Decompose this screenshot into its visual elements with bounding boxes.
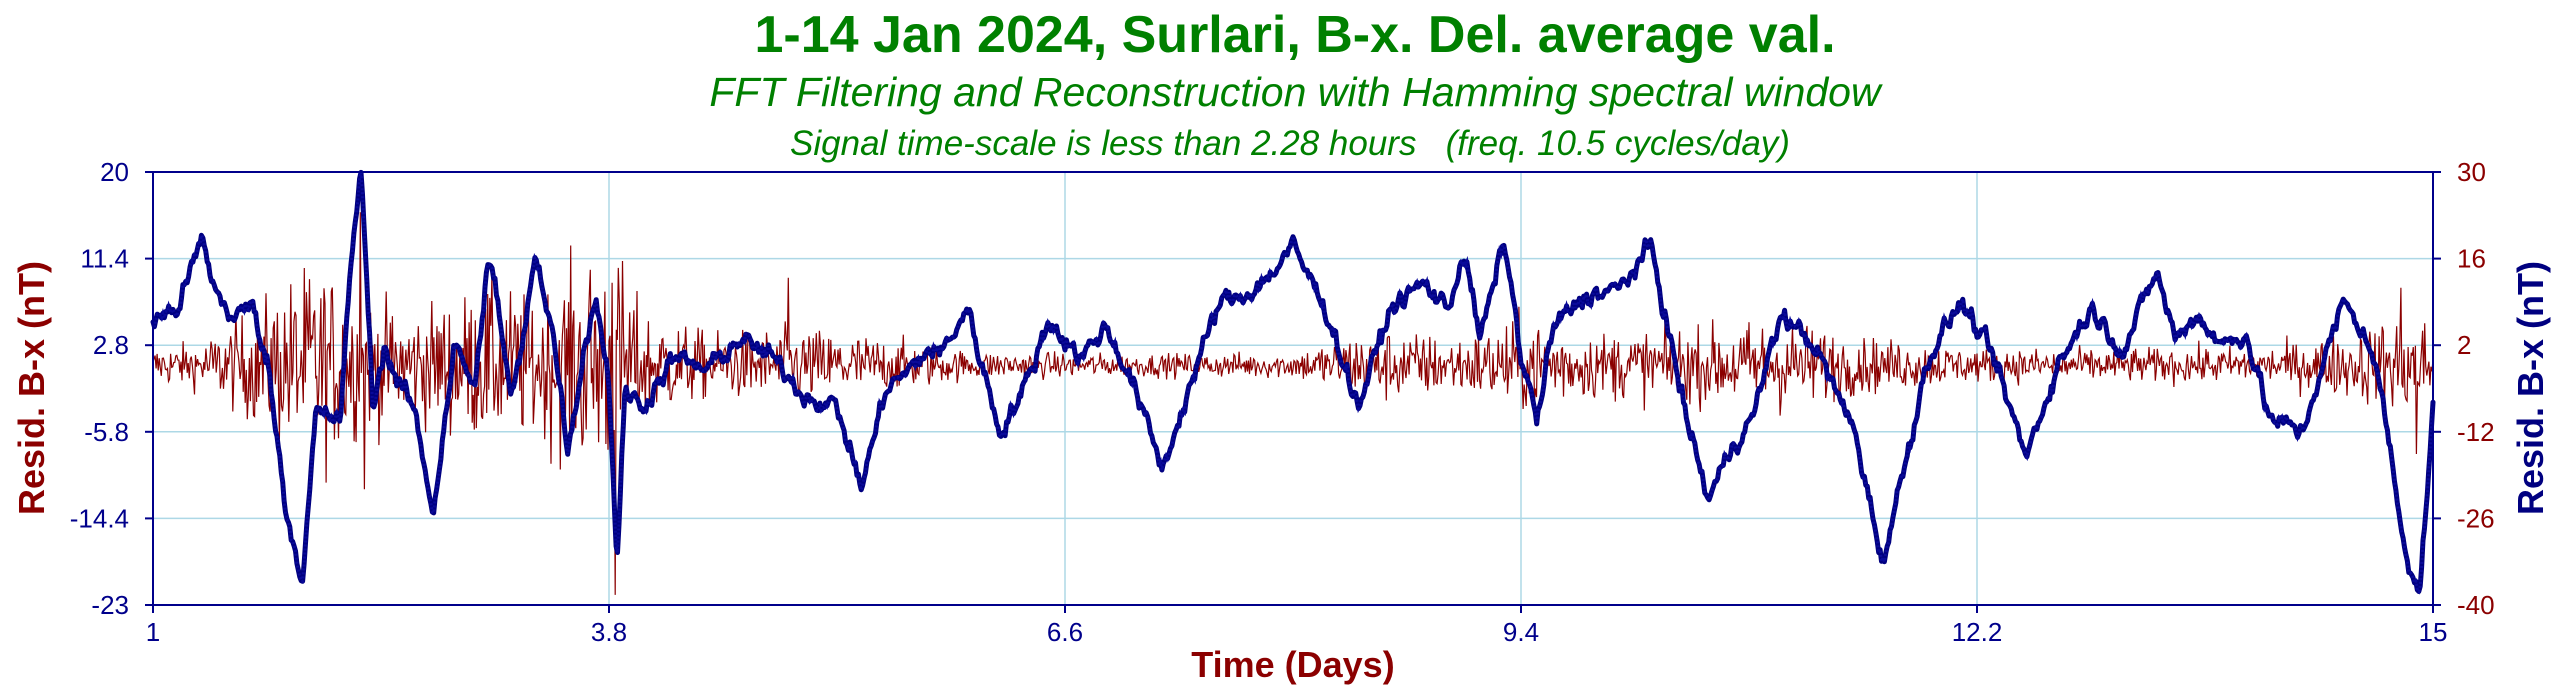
residual-series bbox=[150, 169, 2436, 595]
y-left-tick-label: -23 bbox=[91, 590, 129, 620]
y-right-tick-label: 30 bbox=[2457, 157, 2486, 187]
x-axis-label: Time (Days) bbox=[1191, 644, 1394, 685]
filtered-line bbox=[152, 212, 2434, 595]
chart-subtitle-2: Signal time-scale is less than 2.28 hour… bbox=[790, 124, 1790, 163]
y-right-tick-label: -40 bbox=[2457, 590, 2495, 620]
y-axis-label-left: Resid. B-x (nT) bbox=[11, 261, 52, 515]
y-left-tick-label: 2.8 bbox=[93, 330, 129, 360]
y-right-tick-label: -12 bbox=[2457, 417, 2495, 447]
y-left-tick-label: -14.4 bbox=[70, 503, 129, 533]
y-right-tick-label: 16 bbox=[2457, 244, 2486, 274]
y-left-tick-label: 20 bbox=[100, 157, 129, 187]
x-tick-label: 6.6 bbox=[1047, 617, 1083, 647]
y-left-tick-label: -5.8 bbox=[84, 417, 129, 447]
y-ticks-left: 20 11.4 2.8 -5.8 -14.4 -23 bbox=[70, 157, 153, 620]
x-tick-label: 3.8 bbox=[591, 617, 627, 647]
y-ticks-right: 30 16 2 -12 -26 -40 bbox=[2433, 157, 2495, 620]
x-tick-label: 12.2 bbox=[1952, 617, 2003, 647]
residual-line-dots bbox=[151, 172, 2435, 595]
y-left-tick-label: 11.4 bbox=[80, 244, 129, 274]
y-right-tick-label: 2 bbox=[2457, 330, 2471, 360]
y-axis-label-right: Resid. B-x (nT) bbox=[2510, 261, 2551, 515]
chart-title: 1-14 Jan 2024, Surlari, B-x. Del. averag… bbox=[754, 6, 1835, 64]
filtered-series bbox=[152, 212, 2434, 595]
chart-subtitle: FFT Filtering and Reconstruction with Ha… bbox=[709, 69, 1883, 115]
x-tick-label: 1 bbox=[146, 617, 160, 647]
x-tick-label: 15 bbox=[2419, 617, 2448, 647]
x-ticks: 1 3.8 6.6 9.4 12.2 15 bbox=[146, 605, 2448, 647]
plot-frame bbox=[152, 171, 2434, 606]
y-right-tick-label: -26 bbox=[2457, 503, 2495, 533]
x-tick-label: 9.4 bbox=[1503, 617, 1539, 647]
